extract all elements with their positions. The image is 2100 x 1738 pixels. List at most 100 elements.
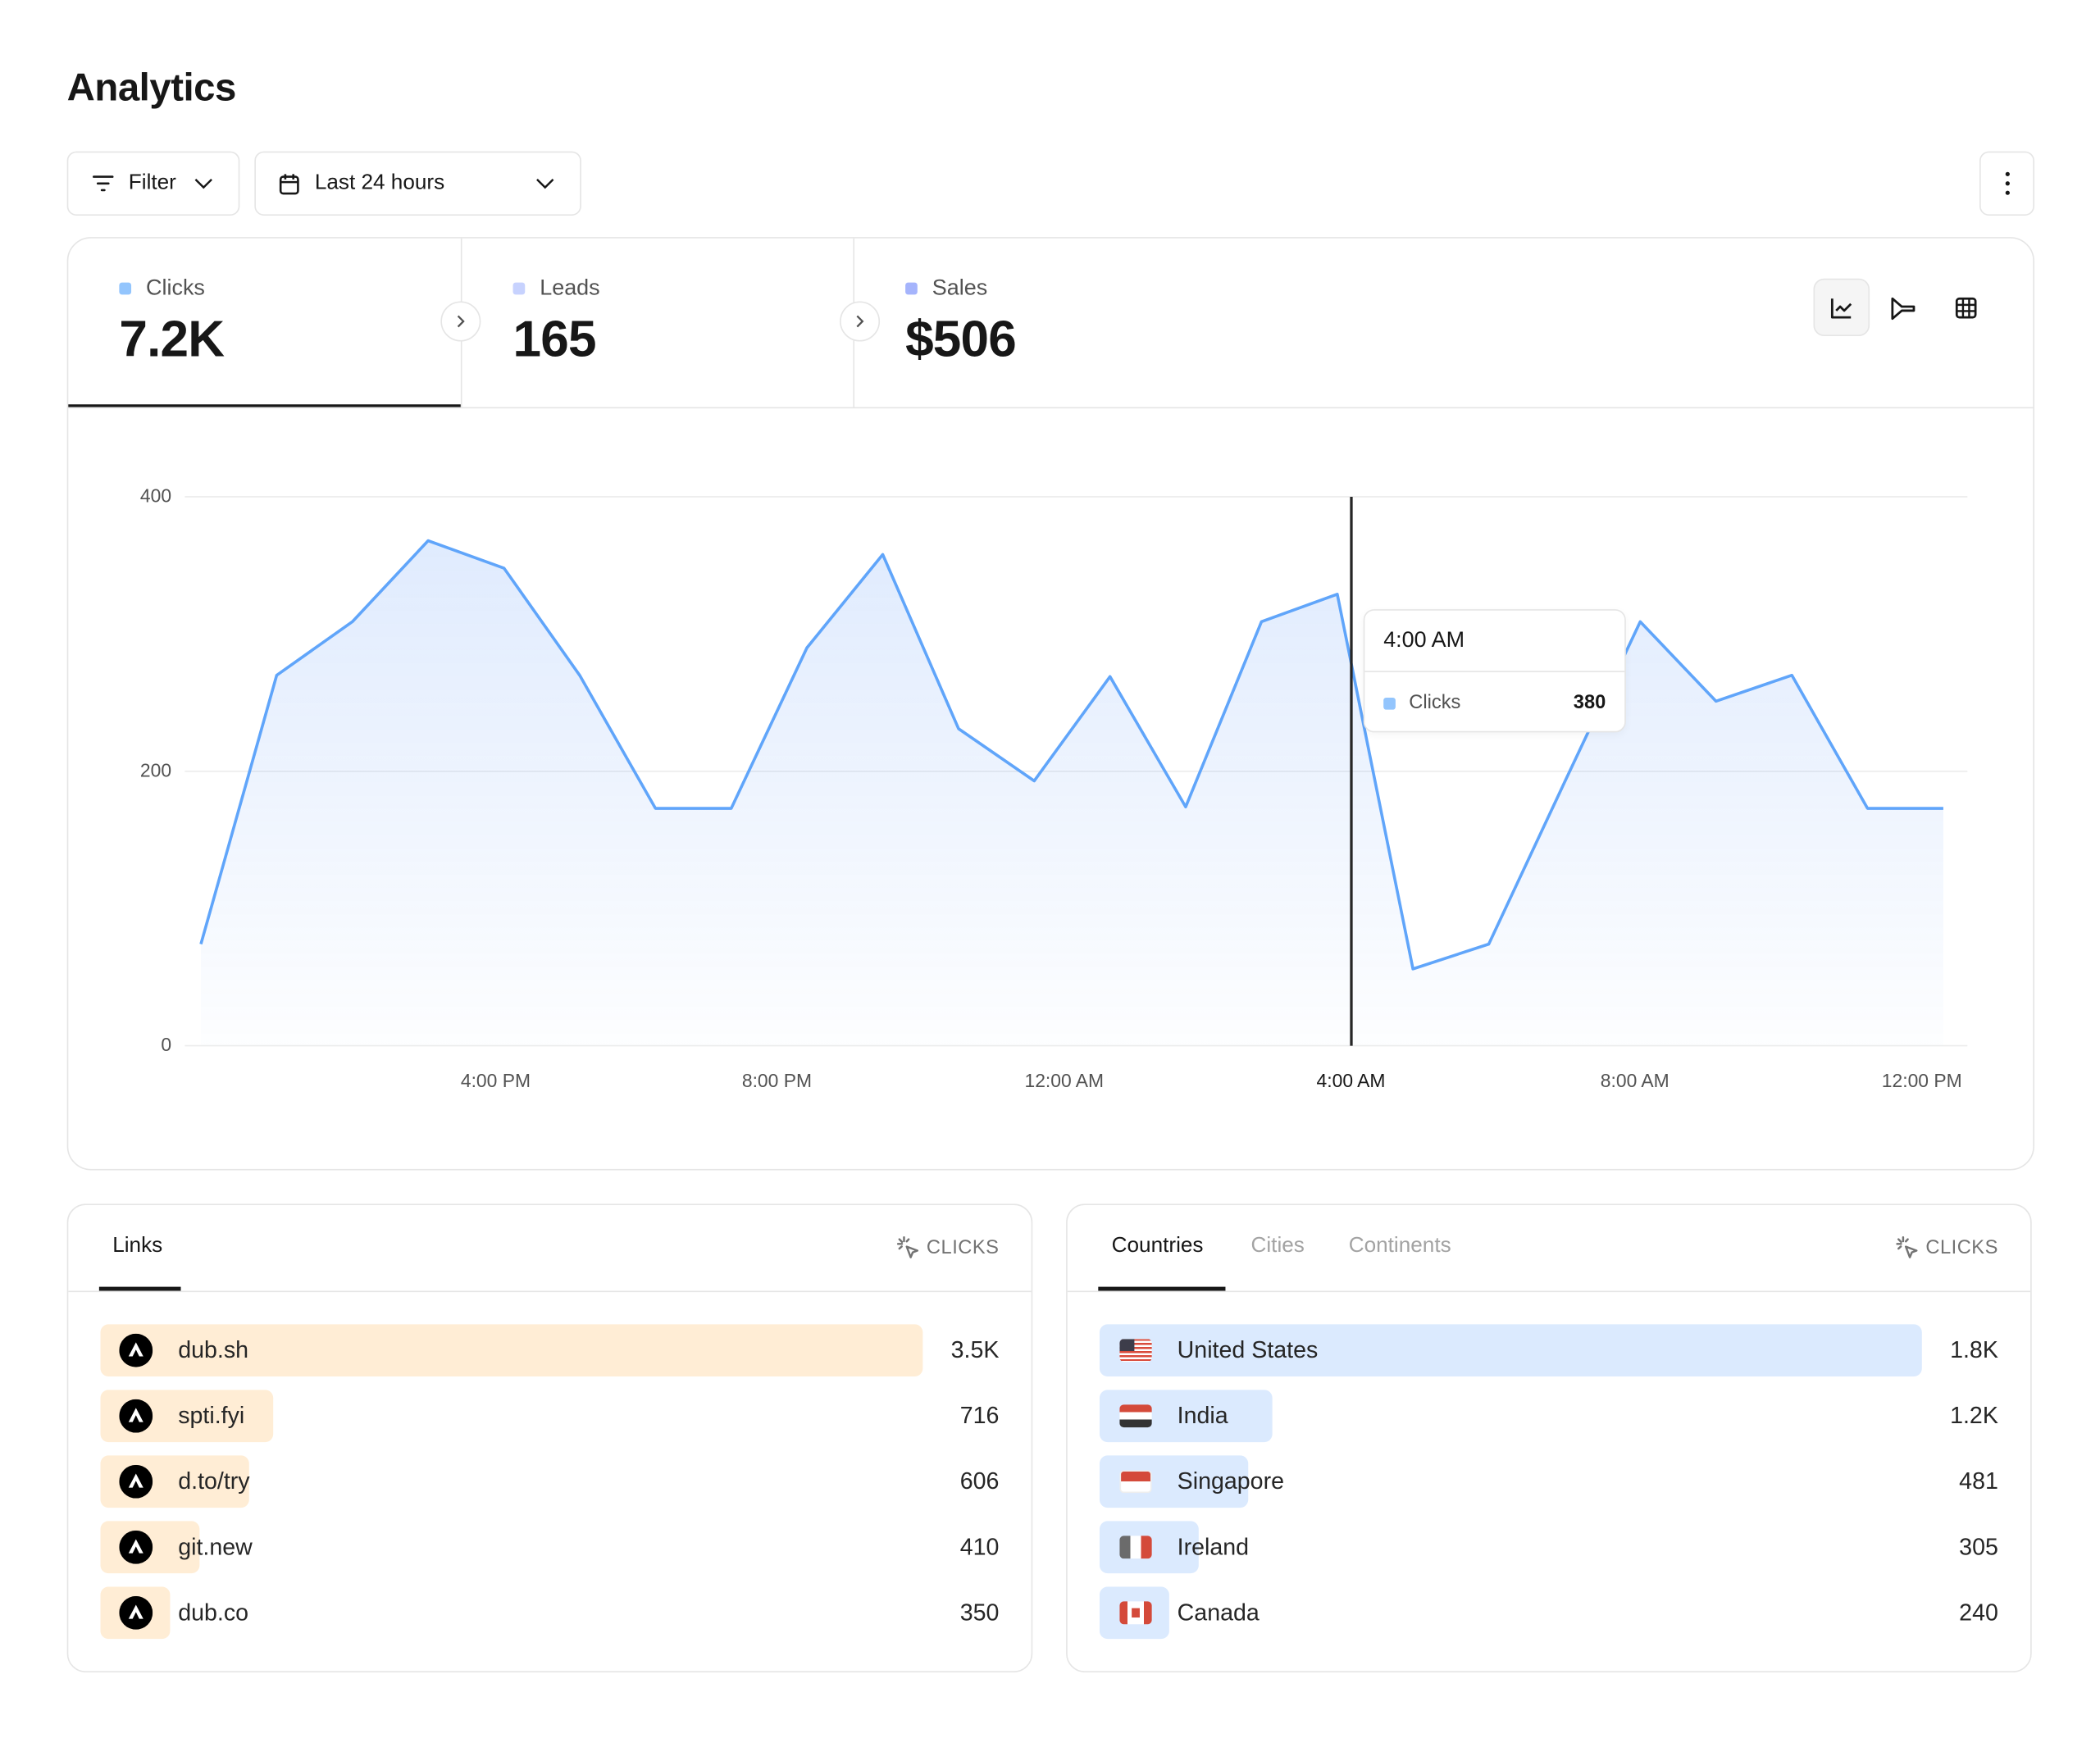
link-row[interactable]: dub.co 350 [100,1586,1000,1640]
row-label: dub.co [178,1599,249,1626]
active-tab-underline [1098,1286,1226,1291]
tooltip-series: Clicks [1409,692,1461,714]
value-bar [100,1324,923,1377]
row-label: spti.fyi [178,1402,245,1429]
clicks-column-header: CLICKS [1895,1235,1998,1260]
tab-label: Sales [932,275,988,300]
filter-label: Filter [128,171,176,194]
clicks-swatch [119,282,132,295]
dub-logo-icon [119,1399,153,1433]
chevron-right-icon [840,301,881,342]
table-view-button[interactable] [1938,279,1994,336]
tab-countries[interactable]: Countries [1111,1234,1204,1258]
tab-sales[interactable]: Sales $506 [853,238,1255,407]
flag-us-icon [1119,1339,1152,1363]
row-value: 3.5K [950,1336,1000,1363]
country-row[interactable]: Singapore 481 [1099,1455,1998,1508]
y-tick-label: 400 [139,485,172,507]
chart-tooltip: 4:00 AM Clicks 380 [1363,609,1626,733]
link-row[interactable]: d.to/try 606 [100,1455,999,1508]
tab-label: Leads [540,275,600,300]
links-panel: Links CLICKS dub.sh 3.5K spti.fyi 716 d.to/t… [66,1203,1033,1672]
leads-swatch [512,282,526,295]
row-label: d.to/try [178,1467,250,1495]
row-label: India [1177,1402,1228,1429]
dub-logo-icon [119,1333,153,1367]
row-label: United States [1177,1336,1319,1363]
leads-value: 165 [512,312,597,369]
row-value: 481 [1959,1467,1998,1495]
country-row[interactable]: United States 1.8K [1099,1324,1998,1377]
row-value: 716 [959,1402,1000,1429]
table-grid-icon [1955,297,1977,318]
tab-links[interactable]: Links [112,1234,163,1258]
clicks-value: 7.2K [119,312,225,369]
row-value: 606 [959,1467,1000,1495]
x-tick-label: 12:00 PM [1881,1070,1962,1092]
line-chart-view-button[interactable] [1813,278,1870,336]
link-row[interactable]: dub.sh 3.5K [100,1324,1000,1377]
area-fill [200,540,1943,1046]
dub-logo-icon [119,1464,153,1499]
flag-in-icon [1119,1404,1152,1428]
x-tick-label: 8:00 AM [1600,1070,1670,1092]
row-label: Ireland [1177,1533,1250,1560]
tab-label: Clicks [146,275,205,300]
flag-ie-icon [1119,1536,1152,1559]
row-value: 350 [959,1599,1000,1626]
tooltip-value: 380 [1573,692,1606,714]
calendar-icon [279,173,299,194]
sales-swatch [905,282,918,295]
tab-continents[interactable]: Continents [1348,1234,1451,1258]
flag-ca-icon [1119,1601,1152,1625]
x-tick-label: 8:00 PM [741,1070,813,1092]
tabs-divider [68,407,2034,409]
clicks-label: CLICKS [926,1237,1000,1259]
x-tick-label: 4:00 AM [1316,1070,1386,1092]
row-value: 1.8K [1950,1336,1998,1363]
x-tick-label: 12:00 AM [1024,1070,1105,1092]
date-range-label: Last 24 hours [314,171,445,194]
locations-panel: Countries Cities Continents CLICKS Unite… [1066,1203,2032,1672]
cursor-click-icon [896,1235,918,1258]
row-label: Singapore [1177,1467,1285,1495]
series-line-clicks [199,539,1943,971]
date-range-select[interactable]: Last 24 hours [254,151,581,216]
tab-clicks[interactable]: Clicks 7.2K [68,239,461,407]
row-value: 1.2K [1950,1402,1998,1429]
value-bar [1099,1324,1922,1377]
row-value: 240 [1959,1599,1998,1626]
funnel-view-button[interactable] [1875,279,1932,336]
row-value: 305 [1959,1533,1998,1560]
more-options-button[interactable] [1979,151,2034,216]
chevron-down-icon [536,178,554,189]
row-label: dub.sh [178,1336,249,1363]
clicks-label: CLICKS [1925,1237,1998,1259]
line-chart-icon [1830,298,1852,318]
sales-value: $506 [905,312,1017,369]
row-label: git.new [178,1533,253,1560]
active-tab-underline [98,1286,181,1291]
country-row[interactable]: Canada 240 [1099,1586,1998,1640]
chevron-down-icon [194,178,212,189]
link-row[interactable]: git.new 410 [100,1521,999,1574]
tab-cities[interactable]: Cities [1250,1234,1305,1258]
analytics-card: Clicks 7.2K Leads 165 Sales $506 [66,237,2034,1171]
country-row[interactable]: Ireland 305 [1099,1521,1998,1574]
flag-sg-icon [1119,1470,1152,1494]
y-tick-label: 0 [161,1033,172,1056]
funnel-icon [1891,297,1916,320]
clicks-swatch [1383,697,1396,709]
chevron-right-icon [440,301,481,342]
page-title: Analytics [66,66,237,110]
filter-lines-icon [93,175,114,192]
tooltip-title: 4:00 AM [1383,628,1465,653]
vertical-dots-icon [2004,171,2010,195]
filter-button[interactable]: Filter [66,151,240,216]
y-tick-label: 200 [139,759,172,781]
link-row[interactable]: spti.fyi 716 [100,1390,1000,1443]
country-row[interactable]: India 1.2K [1099,1390,1998,1443]
dub-logo-icon [119,1595,153,1630]
